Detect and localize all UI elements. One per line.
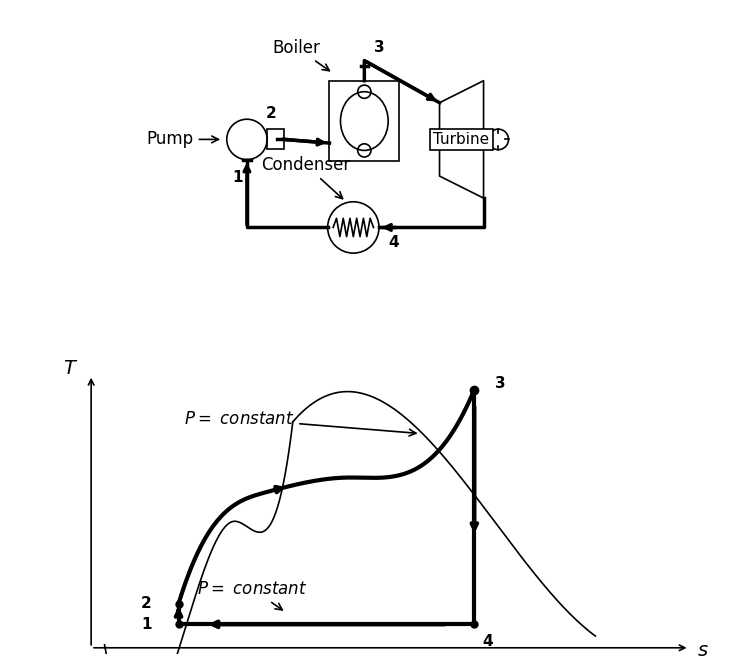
Text: 2: 2 — [141, 596, 152, 611]
Text: 1: 1 — [232, 171, 243, 185]
Text: 3: 3 — [374, 40, 384, 55]
Text: $P =$ constant: $P =$ constant — [184, 410, 416, 436]
Text: Turbine: Turbine — [433, 132, 489, 147]
Text: Boiler: Boiler — [273, 39, 329, 71]
Text: $P =$ constant: $P =$ constant — [197, 580, 308, 610]
Text: 2: 2 — [265, 106, 276, 121]
Bar — [267, 129, 284, 149]
Text: Pump: Pump — [146, 131, 218, 148]
Text: $s$: $s$ — [697, 641, 709, 660]
Bar — [329, 81, 399, 161]
Text: 4: 4 — [483, 634, 493, 650]
Text: 1: 1 — [141, 617, 152, 632]
Text: $T$: $T$ — [63, 360, 78, 378]
Text: 3: 3 — [495, 376, 505, 391]
Text: Condenser: Condenser — [261, 156, 350, 199]
Text: 4: 4 — [388, 235, 399, 249]
